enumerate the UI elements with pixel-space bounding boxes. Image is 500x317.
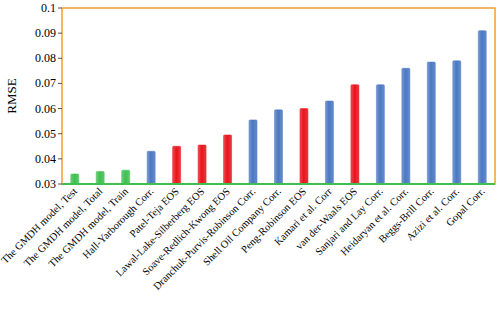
x-tick-label: Gopal Corr.: [444, 186, 487, 229]
y-tick: [58, 33, 62, 34]
bar: [96, 171, 104, 184]
y-tick-label: 0.07: [35, 76, 56, 90]
bar: [351, 85, 359, 184]
y-tick-label: 0.05: [35, 127, 56, 141]
y-tick: [58, 184, 62, 185]
y-tick: [58, 83, 62, 84]
y-axis-title: RMSE: [4, 78, 19, 113]
bar: [325, 101, 333, 184]
bar: [224, 135, 232, 184]
bar: [275, 110, 283, 184]
chart: 0.030.040.050.060.070.080.090.1RMSEThe G…: [0, 0, 500, 317]
y-tick-label: 0.1: [41, 1, 56, 15]
y-tick: [58, 108, 62, 109]
x-tick-label: Dranchuk-Purvis-Robinson Corr.: [151, 186, 257, 292]
x-axis: [62, 183, 495, 185]
y-tick-label: 0.08: [35, 51, 56, 65]
y-tick-label: 0.03: [35, 177, 56, 191]
y-tick: [58, 158, 62, 159]
y-tick: [58, 133, 62, 134]
y-tick-label: 0.09: [35, 26, 56, 40]
y-tick: [58, 58, 62, 59]
bar: [122, 170, 130, 184]
bar: [300, 109, 308, 184]
y-tick-label: 0.04: [35, 152, 56, 166]
bar: [453, 61, 461, 184]
bar: [478, 31, 486, 184]
y-tick: [58, 8, 62, 9]
bar: [427, 62, 435, 184]
bars: [71, 31, 487, 184]
bar: [71, 174, 79, 184]
bar: [402, 68, 410, 184]
plot-frame: [62, 8, 495, 184]
y-tick-label: 0.06: [35, 102, 56, 116]
bar: [249, 120, 257, 184]
bar: [173, 146, 181, 184]
bar: [198, 145, 206, 184]
bar: [147, 151, 155, 184]
bar: [376, 85, 384, 184]
